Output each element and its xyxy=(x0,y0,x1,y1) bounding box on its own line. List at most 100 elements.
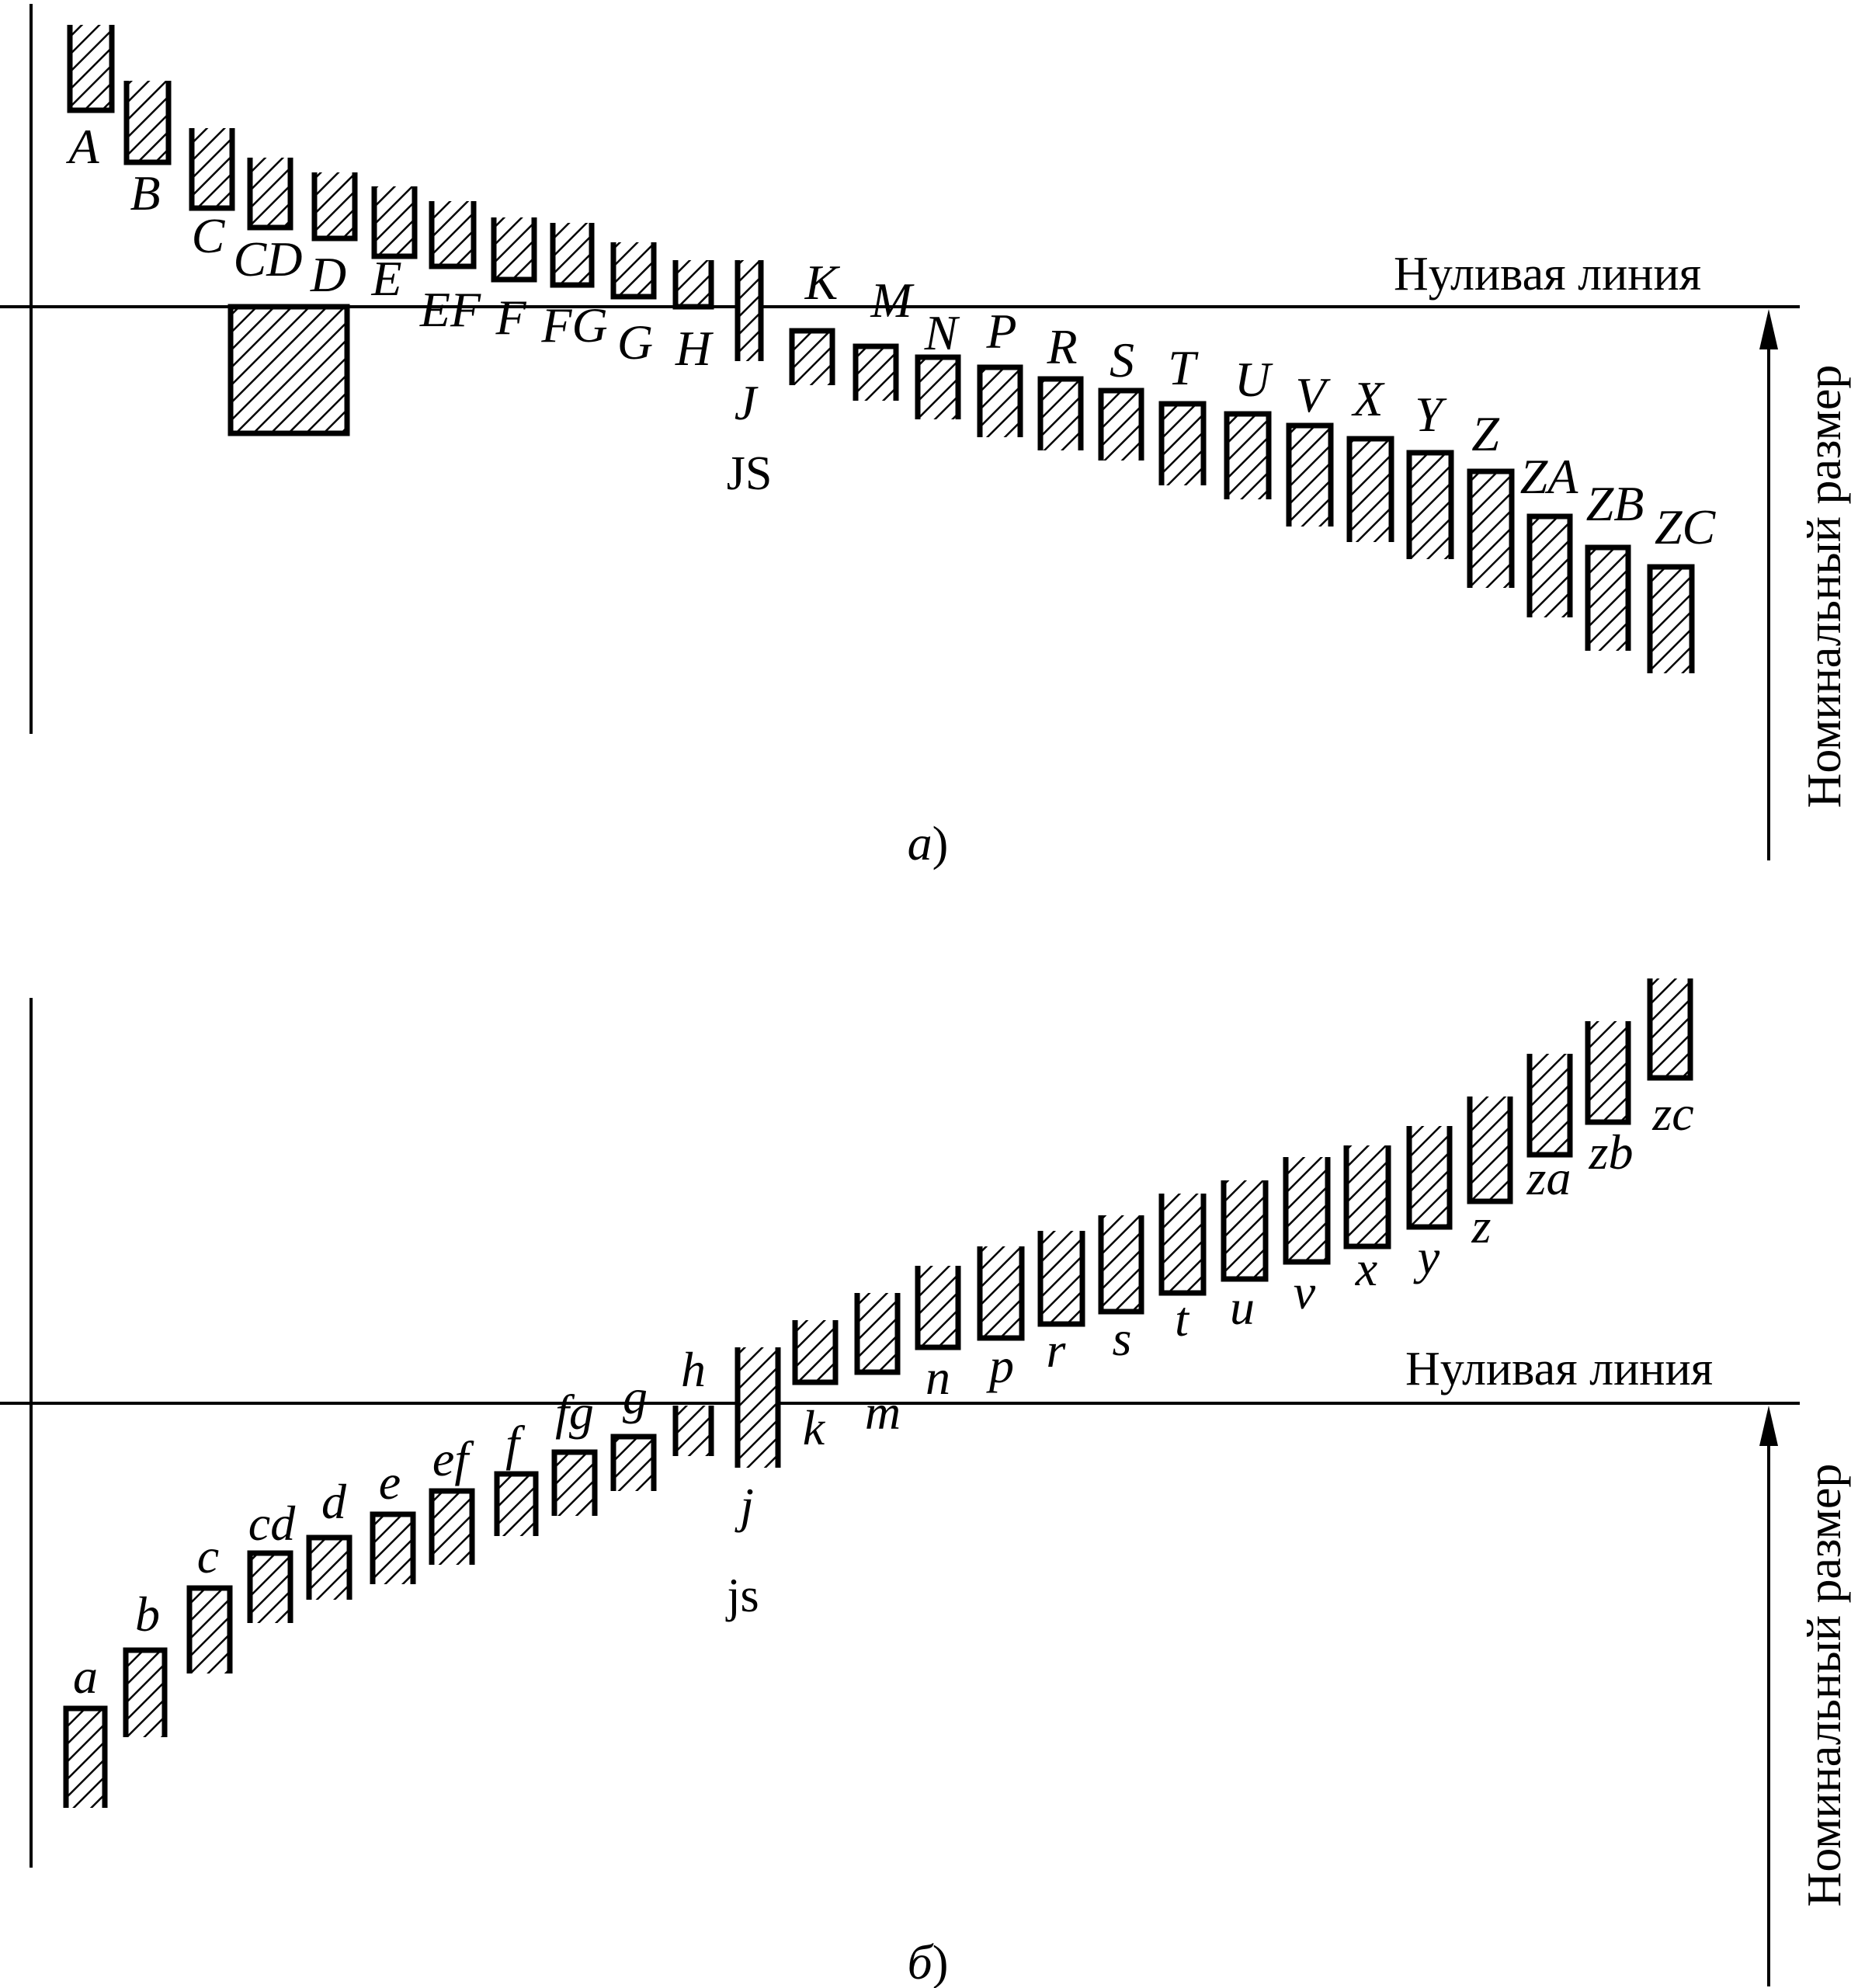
panel-b-field-outline-k xyxy=(792,1320,839,1385)
panel-b-field-outline-ef xyxy=(429,1488,475,1565)
panel-b-field-outline-z xyxy=(1467,1097,1513,1204)
panel-b-zero-line-label: Нуливая линия xyxy=(1405,1343,1713,1395)
panel-a-label-r: R xyxy=(1046,319,1077,374)
panel-b-field-t xyxy=(1162,1194,1203,1293)
panel-a-field-outline-v xyxy=(1286,422,1334,527)
panel-b-field-r xyxy=(1040,1231,1082,1324)
panel-b-field-outline-h xyxy=(672,1406,714,1456)
panel-b-label-b: b xyxy=(135,1587,160,1642)
panel-a-field-za xyxy=(1530,516,1570,617)
panel-a-field-e xyxy=(374,186,415,256)
panel-b-caption-letter: б xyxy=(908,1934,934,1988)
panel-a-field-outline-a xyxy=(67,25,115,113)
panel-b-label-p: p xyxy=(986,1338,1014,1393)
panel-b-label-z: z xyxy=(1471,1198,1492,1253)
panel-a-field-outline-e xyxy=(371,186,418,259)
panel-b-field-h xyxy=(675,1406,711,1456)
panel-b-field-outline-b xyxy=(123,1647,168,1737)
panel-b-field-ef xyxy=(432,1491,472,1565)
panel-b-field-outline-zb xyxy=(1585,1021,1631,1125)
panel-a-label-y: Y xyxy=(1415,387,1447,442)
panel-b-label-c: c xyxy=(197,1528,219,1583)
panel-a-label-h: H xyxy=(675,321,714,376)
panel-a-arrow-head-icon xyxy=(1759,309,1778,349)
panel-b-label-cd: cd xyxy=(248,1496,296,1551)
panel-b-field-outline-t xyxy=(1158,1194,1207,1296)
panel-b-label-ef: ef xyxy=(432,1431,474,1486)
panel-b-label-zc: zc xyxy=(1651,1086,1693,1141)
panel-a-field-zb xyxy=(1588,547,1628,651)
panel-a-label-s: S xyxy=(1110,332,1134,388)
panel-b-field-outline-za xyxy=(1526,1054,1573,1158)
panel-b-field-outline-zc xyxy=(1647,978,1693,1081)
panel-b-label-n: n xyxy=(926,1350,950,1405)
panel-a-label-j: J xyxy=(735,375,759,430)
panel-a-label-t: T xyxy=(1168,340,1199,395)
panel-a-field-f xyxy=(494,217,534,280)
panel-a-field-x xyxy=(1349,439,1391,542)
panel-a-field-outline-r xyxy=(1037,376,1084,450)
panel-b-field-n xyxy=(918,1266,958,1347)
panel-a: Нуливая линия Номинальный размер ABC CD D E… xyxy=(0,4,1851,871)
panel-b-field-p xyxy=(980,1246,1022,1338)
panel-b-field-outline-e xyxy=(370,1511,416,1584)
panel-b-label-j: j xyxy=(735,1478,754,1533)
panel-b-field-outline-fg xyxy=(551,1449,598,1516)
panel-b-label-zb: zb xyxy=(1589,1124,1634,1180)
panel-b-label-u: u xyxy=(1230,1280,1255,1335)
panel-b-field-outline-f xyxy=(494,1471,539,1536)
panel-b-label-d: d xyxy=(321,1474,347,1529)
panel-a-field-outline-zc xyxy=(1647,564,1695,673)
panel-a-field-m xyxy=(856,346,896,401)
panel-a-field-y xyxy=(1409,453,1451,559)
panel-a-field-outline-t xyxy=(1158,401,1207,485)
panel-a-label-c: C xyxy=(192,208,226,263)
panel-b-field-outline-u xyxy=(1221,1180,1269,1282)
panel-b-field-outline-y xyxy=(1406,1126,1453,1230)
panel-b-field-g xyxy=(613,1437,654,1491)
panel-b-field-x xyxy=(1346,1145,1388,1246)
panel-a-caption-paren: ) xyxy=(932,818,949,871)
panel-a-field-outline-ef xyxy=(429,201,477,269)
panel-a-caption: а) xyxy=(908,815,949,871)
panel-b-field-y xyxy=(1409,1126,1450,1227)
panel-a-field-outline-g xyxy=(610,242,657,300)
panel-a-field-outline-m xyxy=(853,343,899,401)
panel-a-field-h xyxy=(675,260,711,307)
panel-a-field-zc xyxy=(1650,567,1692,673)
panel-b-field-z xyxy=(1470,1097,1510,1201)
panel-b-label-y: y xyxy=(1413,1229,1440,1284)
panel-a-fields xyxy=(67,25,1695,673)
panel-a-field-b xyxy=(127,81,168,162)
panel-b-label-r: r xyxy=(1047,1322,1067,1378)
panel-a-field-a xyxy=(70,25,112,110)
panel-a-field-outline-n xyxy=(915,354,961,419)
panel-b-field-outline-p xyxy=(977,1246,1025,1341)
panel-b-field-c xyxy=(189,1588,230,1673)
panel-b-fields xyxy=(63,978,1693,1808)
panel-b-label-f: f xyxy=(505,1416,526,1471)
panel-b-field-outline-c xyxy=(186,1585,233,1673)
panel-a-field-cd-lower xyxy=(227,304,350,436)
panel-b-field-e xyxy=(373,1514,413,1584)
panel-a-field-z xyxy=(1470,471,1512,588)
panel-a-field-labels: ABC CD D E EF F FG G HJ K MN P R S T U V X Y Z ZA ZB ZC xyxy=(65,119,1716,554)
panel-a-field-outline-h xyxy=(672,260,714,310)
panel-a-field-outline-y xyxy=(1406,450,1454,559)
panel-b-field-outline-n xyxy=(915,1266,961,1350)
panel-a-field-r xyxy=(1040,379,1081,450)
panel-a-field-outline-b xyxy=(123,81,172,165)
panel-a-field-c xyxy=(192,128,232,208)
panel-b-field-v xyxy=(1286,1157,1328,1262)
panel-b-axis-label: Номинальный размер xyxy=(1798,1464,1851,1907)
panel-b-field-a xyxy=(66,1708,105,1808)
panel-b-field-f xyxy=(497,1474,536,1536)
panel-a-field-g xyxy=(613,242,654,297)
panel-b-field-k xyxy=(795,1320,835,1382)
panel-a-label-n: N xyxy=(924,305,960,360)
panel-a-label-cd: CD xyxy=(234,231,303,287)
panel-a-label-za: ZA xyxy=(1520,449,1579,504)
